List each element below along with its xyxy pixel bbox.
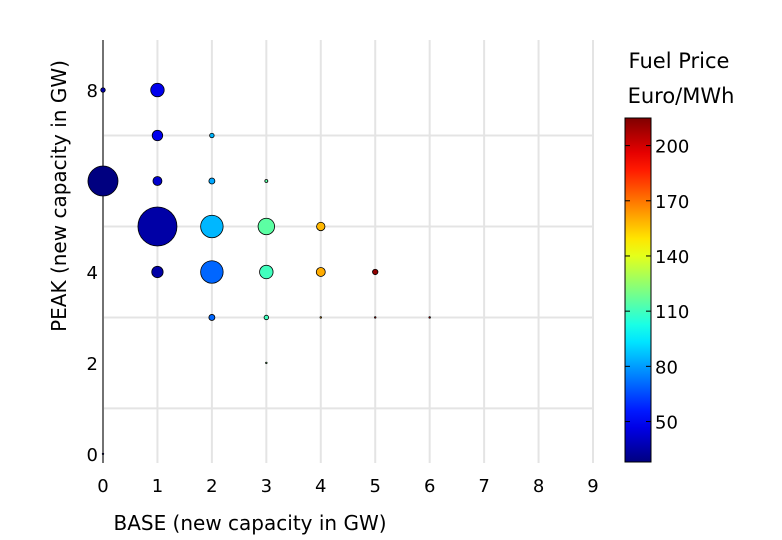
x-tick-label: 5: [369, 476, 380, 497]
data-point: [152, 176, 163, 186]
colorbar-title-line2: Euro/MWh: [628, 84, 735, 108]
x-tick-label: 9: [587, 476, 598, 497]
y-axis-label: PEAK (new capacity in GW): [47, 60, 71, 332]
data-point: [100, 87, 106, 93]
colorbar-tick-label: 140: [655, 247, 689, 268]
plot-area: [103, 40, 593, 463]
data-point: [263, 314, 269, 321]
grid-lines: [102, 40, 594, 463]
data-point: [428, 316, 431, 319]
y-tick-label: 4: [87, 263, 98, 284]
data-point: [374, 316, 377, 319]
data-point: [150, 82, 165, 98]
data-point: [151, 129, 164, 142]
x-tick-label: 7: [478, 476, 489, 497]
colorbar-tick-label: 80: [655, 357, 678, 378]
data-point: [259, 264, 274, 280]
colorbar-tick-label: 110: [655, 302, 689, 323]
x-tick-label: 1: [152, 476, 163, 497]
x-tick-label: 8: [533, 476, 544, 497]
data-point: [208, 177, 216, 185]
data-point: [264, 179, 269, 183]
colorbar-tick-label: 170: [655, 192, 689, 213]
x-tick-label: 4: [315, 476, 326, 497]
x-tick-label: 6: [424, 476, 435, 497]
y-tick-label: 0: [87, 445, 98, 466]
data-point: [101, 452, 105, 456]
x-tick-label: 2: [206, 476, 217, 497]
data-point: [200, 214, 224, 239]
data-point: [315, 267, 326, 277]
data-point: [319, 316, 322, 319]
data-point: [151, 265, 164, 279]
data-point: [372, 268, 379, 276]
colorbar-tick-label: 50: [655, 413, 678, 434]
x-axis-label: BASE (new capacity in GW): [113, 511, 386, 535]
x-tick-label: 3: [261, 476, 272, 497]
data-points: [87, 82, 431, 456]
y-tick-label: 2: [87, 354, 98, 375]
y-tick-label: 8: [87, 81, 98, 102]
data-point: [208, 314, 216, 321]
data-point: [200, 260, 224, 284]
data-point: [316, 221, 326, 232]
colorbar-ticks: 50 80 110 140 170 200: [625, 137, 689, 434]
data-point: [265, 361, 268, 365]
data-point: [257, 217, 275, 236]
x-tick-label: 0: [97, 476, 108, 497]
data-point: [87, 165, 119, 197]
data-point: [209, 132, 215, 139]
colorbar-tick-label: 200: [655, 137, 689, 158]
colorbar-title-line1: Fuel Price: [629, 49, 730, 73]
data-point: [137, 206, 178, 247]
colorbar: [624, 117, 652, 463]
